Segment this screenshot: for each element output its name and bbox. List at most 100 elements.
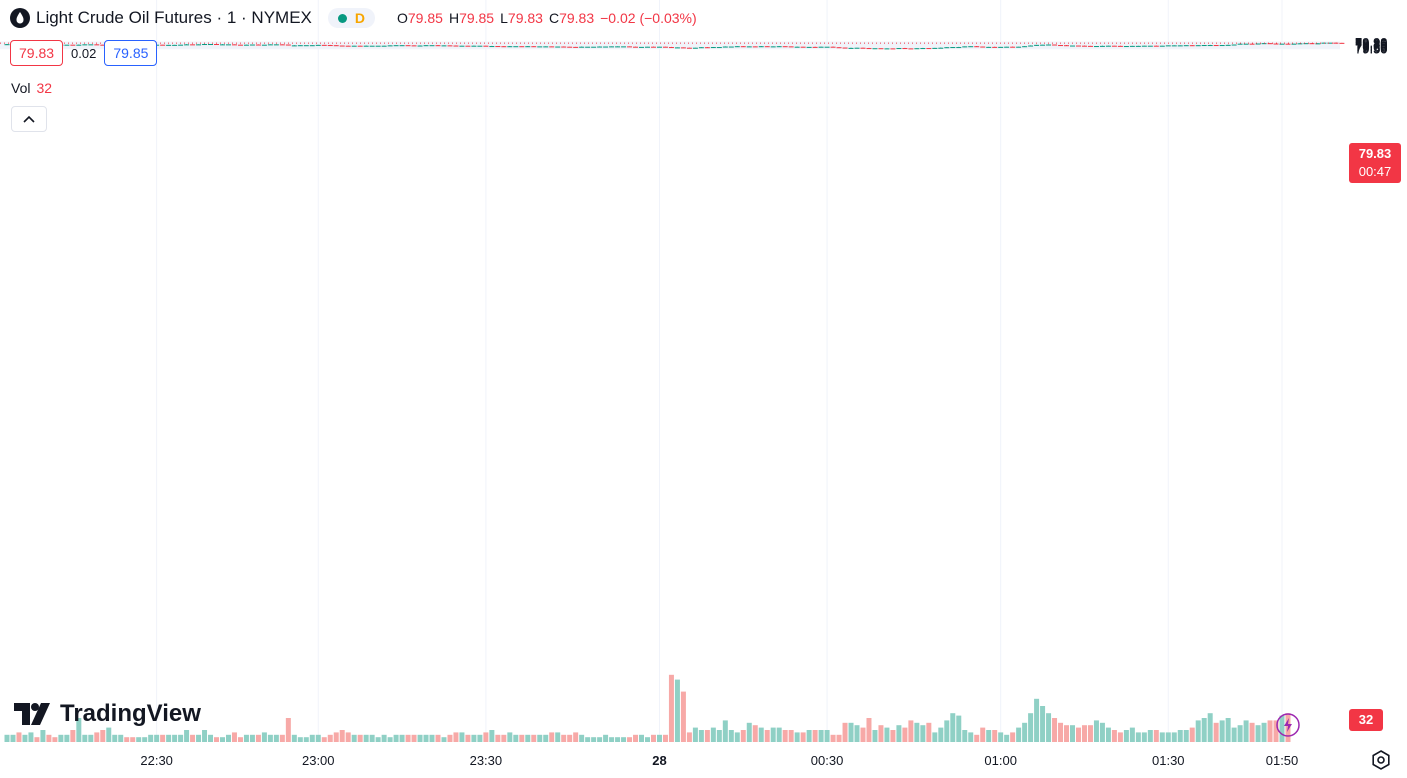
current-price-tag: 79.83 00:47 bbox=[1349, 143, 1401, 183]
candle-body bbox=[1327, 42, 1333, 44]
volume-bar bbox=[609, 737, 615, 742]
volume-bar bbox=[249, 734, 255, 742]
candle-body bbox=[315, 44, 321, 46]
candle-body bbox=[279, 44, 285, 46]
volume-bar bbox=[650, 734, 656, 742]
volume-legend[interactable]: Vol 32 bbox=[11, 80, 52, 96]
candle-body bbox=[1285, 43, 1291, 45]
volume-bar bbox=[902, 727, 908, 742]
gear-icon[interactable] bbox=[1371, 750, 1391, 770]
candle-body bbox=[291, 45, 297, 47]
candle-body bbox=[1219, 45, 1225, 47]
candle-body bbox=[513, 46, 519, 48]
candle-body bbox=[884, 48, 890, 50]
candle-body bbox=[1081, 45, 1087, 47]
candle-body bbox=[321, 44, 327, 46]
candle-body bbox=[435, 45, 441, 47]
y-tick-label: 79.65 bbox=[1355, 39, 1388, 54]
candle-body bbox=[1153, 45, 1159, 47]
y-tick-label: 79.75 bbox=[1355, 38, 1388, 53]
volume-bar bbox=[716, 730, 722, 742]
volume-bar bbox=[1123, 730, 1129, 742]
candle-body bbox=[920, 48, 926, 50]
tradingview-logo[interactable]: TradingView bbox=[14, 700, 201, 728]
volume-bar bbox=[812, 730, 818, 742]
candle-body bbox=[860, 47, 866, 49]
candle-body bbox=[752, 46, 758, 48]
spread-value: 0.02 bbox=[71, 45, 97, 61]
volume-bar bbox=[1135, 732, 1141, 742]
candle-body bbox=[878, 48, 884, 50]
volume-bar bbox=[190, 734, 196, 742]
sell-button[interactable]: 79.83 bbox=[10, 40, 64, 66]
candle-body bbox=[962, 46, 968, 48]
candle-body bbox=[531, 46, 537, 48]
market-status-badge[interactable]: D bbox=[327, 8, 375, 28]
volume-bar bbox=[447, 734, 453, 742]
candle-body bbox=[1309, 43, 1315, 45]
candle-body bbox=[1135, 45, 1141, 47]
volume-bar bbox=[746, 722, 752, 742]
candle-body bbox=[327, 45, 333, 47]
volume-bar bbox=[1040, 706, 1046, 742]
candle-body bbox=[489, 46, 495, 48]
volume-bar bbox=[22, 734, 28, 742]
candle-body bbox=[1303, 43, 1309, 45]
buy-button[interactable]: 79.85 bbox=[104, 40, 158, 66]
candle-body bbox=[1034, 44, 1040, 46]
volume-bar bbox=[968, 732, 974, 742]
volume-bar bbox=[1004, 734, 1010, 742]
candle-body bbox=[525, 46, 531, 48]
candle-body bbox=[549, 46, 555, 48]
candle-body bbox=[477, 45, 483, 47]
volume-bar bbox=[423, 734, 429, 742]
oil-drop-icon bbox=[10, 8, 30, 28]
volume-bar bbox=[1147, 730, 1153, 742]
collapse-legend-button[interactable] bbox=[11, 106, 47, 132]
x-tick-label: 23:30 bbox=[470, 753, 503, 768]
volume-bar bbox=[645, 737, 650, 742]
candle-body bbox=[1141, 45, 1147, 47]
candle-body bbox=[1129, 45, 1135, 47]
volume-bar bbox=[261, 732, 267, 742]
candle-body bbox=[70, 44, 76, 46]
candle-body bbox=[1075, 45, 1081, 47]
volume-bar bbox=[28, 732, 34, 742]
candle-body bbox=[746, 46, 752, 48]
volume-bar bbox=[639, 734, 645, 742]
candle-body bbox=[178, 44, 184, 46]
volume-bar bbox=[237, 737, 243, 742]
volume-bar bbox=[764, 730, 770, 742]
bolt-icon[interactable] bbox=[1276, 713, 1300, 737]
candle-body bbox=[1243, 43, 1249, 45]
volume-bar bbox=[219, 737, 225, 742]
volume-bar bbox=[148, 734, 154, 742]
candle-body bbox=[184, 44, 190, 46]
volume-bar bbox=[40, 730, 46, 742]
candle-body bbox=[818, 46, 824, 48]
candle-body bbox=[597, 46, 603, 48]
candle-body bbox=[704, 47, 710, 49]
candle-body bbox=[196, 44, 202, 46]
symbol-title[interactable]: Light Crude Oil Futures · 1 · NYMEX bbox=[36, 8, 312, 27]
candle-body bbox=[1028, 45, 1034, 47]
candle-body bbox=[716, 47, 722, 49]
candle-body bbox=[1105, 45, 1111, 47]
volume-bar bbox=[375, 737, 381, 742]
volume-bar bbox=[136, 737, 142, 742]
volume-bar bbox=[1171, 732, 1177, 742]
candle-body bbox=[842, 47, 848, 49]
candle-body bbox=[381, 45, 387, 47]
volume-bar bbox=[884, 727, 890, 742]
volume-bar bbox=[1141, 732, 1147, 742]
candle-body bbox=[441, 45, 447, 47]
candle-body bbox=[519, 46, 525, 48]
candle-body bbox=[471, 45, 477, 47]
volume-bar bbox=[525, 734, 531, 742]
candle-body bbox=[1016, 46, 1022, 48]
volume-bar bbox=[327, 734, 333, 742]
candle-body bbox=[393, 45, 399, 47]
volume-bar bbox=[872, 730, 878, 742]
candle-body bbox=[824, 46, 830, 48]
